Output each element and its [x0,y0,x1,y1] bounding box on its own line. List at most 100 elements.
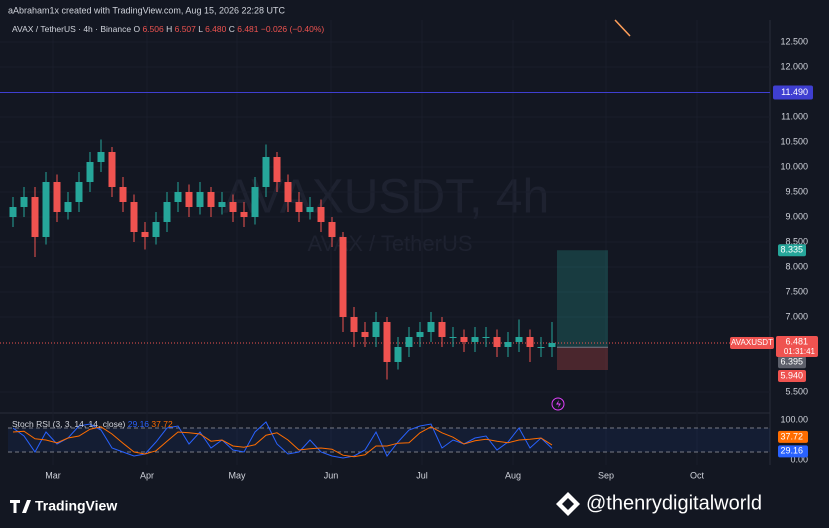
candle-body [460,337,468,342]
candle-body [174,192,182,202]
alert-circle [551,397,565,411]
loss-zone [557,347,608,370]
legend-value: 6.480 [205,24,227,34]
candle-body [339,237,347,317]
candle-body [438,322,446,337]
x-tick-label: Aug [505,470,521,480]
candle-body [53,182,61,212]
x-tick-label: Mar [45,470,61,480]
x-tick-label: Jul [416,470,428,480]
candle-body [449,337,457,338]
candle-body [306,207,314,212]
stoch-legend: Stoch RSI (3, 3, 14, 14, close) 29.16 37… [12,419,173,429]
candle-body [427,322,435,332]
y-tick-label: 8.000 [785,261,808,271]
y-tick-label: 10.500 [780,136,808,146]
stoch-line [12,426,553,458]
legend: AVAX / TetherUS · 4h · Binance O 6.506 H… [12,24,324,34]
y-tick-label: 9.500 [785,186,808,196]
y-tick-label: 12.500 [780,36,808,46]
candle-body [207,192,215,207]
band-fill [8,428,770,452]
stoch-label-bg [778,430,808,443]
stoch-label: 37.72 [780,431,803,441]
candle-body [284,182,292,202]
x-tick-label: Jun [324,470,339,480]
legend-value: 6.506 [142,24,164,34]
candle-body [515,337,523,342]
stop-label: 5.940 [780,370,803,380]
candle-body [185,192,193,207]
candle-body [20,197,28,207]
entry-label-bg [778,356,806,369]
credit: aAbraham1x created with TradingView.com,… [8,5,285,15]
candle-body [317,207,325,222]
watermark-ticker: AVAXUSDT, 4h [223,171,549,224]
candle-body [295,202,303,212]
candle-body [537,347,545,348]
legend-key: H [166,24,172,34]
candle-body [548,342,556,347]
handle-icon [556,492,580,516]
handle-text: @thenrydigitalworld [586,492,762,514]
brand-name: TradingView [35,498,117,514]
x-tick-label: Oct [690,470,705,480]
legend-symbol: AVAX / TetherUS · 4h · Binance [12,24,131,34]
x-tick-label: May [228,470,246,480]
candle-body [350,317,358,332]
candle-body [152,222,160,237]
stoch-title: Stoch RSI (3, 3, 14, 14, close) [12,419,126,429]
candle-body [196,192,204,207]
candle-body [218,202,226,207]
candle-body [372,322,380,337]
target-label: 8.335 [780,245,803,255]
legend-change: −0.026 (−0.40%) [261,24,324,34]
candle-body [251,187,259,217]
y-tick-label: 0.00 [790,454,808,464]
candle-body [108,152,116,187]
candle-body [9,207,17,217]
profit-zone [557,250,608,348]
candle-body [130,202,138,232]
symbol-tag-bg [730,336,774,349]
stoch-legend-value: 37.72 [151,419,173,429]
y-tick-label: 5.500 [785,386,808,396]
alert-icon [551,397,565,411]
last-price-bg [776,335,818,357]
legend-value: 6.481 [237,24,259,34]
y-tick-label: 9.000 [785,211,808,221]
candle-body [141,232,149,237]
stoch-label-bg [778,445,808,458]
candle-body [31,197,39,237]
legend-key: O [133,24,140,34]
hline-label: 11.490 [781,87,808,97]
candle-body [262,157,270,187]
candle-body [405,337,413,347]
countdown: 01:31:41 [784,347,816,356]
handle: @thenrydigitalworld [556,492,762,516]
candle-body [394,347,402,362]
y-tick-label: 100.00 [780,414,808,424]
y-tick-label: 8.500 [785,236,808,246]
legend-key: C [229,24,235,34]
candle-body [42,182,50,237]
symbol-tag: AVAXUSDT [731,338,773,347]
hline-label-bg [773,85,813,100]
candle-body [75,182,83,202]
x-tick-label: Apr [140,470,154,480]
y-tick-label: 7.000 [785,311,808,321]
candle-body [383,322,391,362]
brand: TradingView [10,498,117,514]
candle-body [97,152,105,162]
stoch-label: 29.16 [780,446,803,456]
candle-body [273,157,281,182]
candle-body [416,332,424,337]
x-tick-label: Sep [598,470,614,480]
candle-body [229,202,237,212]
stoch-legend-value: 29.16 [128,419,150,429]
candle-body [328,222,336,237]
candle-body [493,337,501,347]
candle-body [471,337,479,342]
candle-body [361,332,369,337]
